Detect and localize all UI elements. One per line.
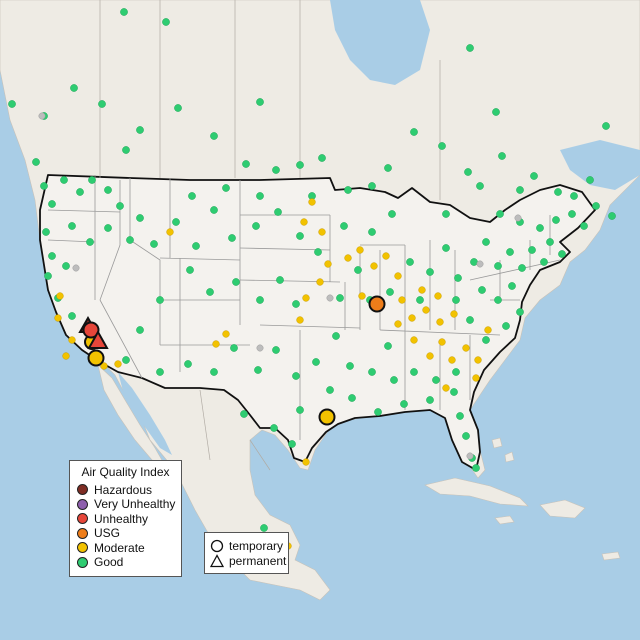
legend-item-hazardous: Hazardous (70, 483, 181, 498)
us-land (39, 174, 596, 471)
moderate-circle-marker (318, 408, 336, 426)
good-swatch-icon (77, 556, 88, 568)
unhealthy-swatch-icon (77, 513, 88, 525)
legend-item-permanent: permanent (205, 554, 288, 569)
unhealthy-triangle-marker (87, 329, 109, 349)
legend-item-good: Good (70, 555, 181, 570)
legend-item-unhealthy: Unhealthy (70, 512, 181, 527)
very-unhealthy-swatch-icon (77, 498, 88, 510)
usg-circle-marker (368, 295, 386, 313)
monitor-type-legend: temporary permanent (204, 532, 289, 574)
state-boundaries (47, 175, 561, 440)
hazardous-swatch-icon (77, 484, 88, 496)
aqi-no-data-markers (38, 112, 522, 460)
intl-boundaries (99, 0, 441, 471)
bahamas (491, 437, 515, 463)
hudson-bay (330, 0, 430, 85)
legend-item-temporary: temporary (205, 539, 288, 554)
unhealthy-circle-marker (82, 321, 100, 339)
cuba (424, 477, 529, 507)
gulf-st-lawrence (560, 140, 640, 190)
circle-icon (210, 540, 224, 553)
triangle-icon (210, 553, 224, 567)
puerto-rico (601, 551, 621, 561)
legend-item-usg: USG (70, 526, 181, 541)
legend-item-moderate: Moderate (70, 541, 181, 556)
aqi-good-markers (8, 8, 616, 544)
moderate-circle-marker (87, 349, 105, 367)
gulf-of-california (118, 372, 172, 455)
aqi-highlight-markers (78, 295, 386, 426)
jamaica (494, 515, 515, 525)
legend-item-very-unhealthy: Very Unhealthy (70, 497, 181, 512)
aqi-legend-title: Air Quality Index (81, 465, 170, 479)
aqi-legend: Air Quality Index Hazardous Very Unhealt… (69, 460, 182, 577)
moderate-swatch-icon (77, 542, 88, 554)
usg-swatch-icon (77, 527, 88, 539)
hispaniola (539, 499, 586, 519)
